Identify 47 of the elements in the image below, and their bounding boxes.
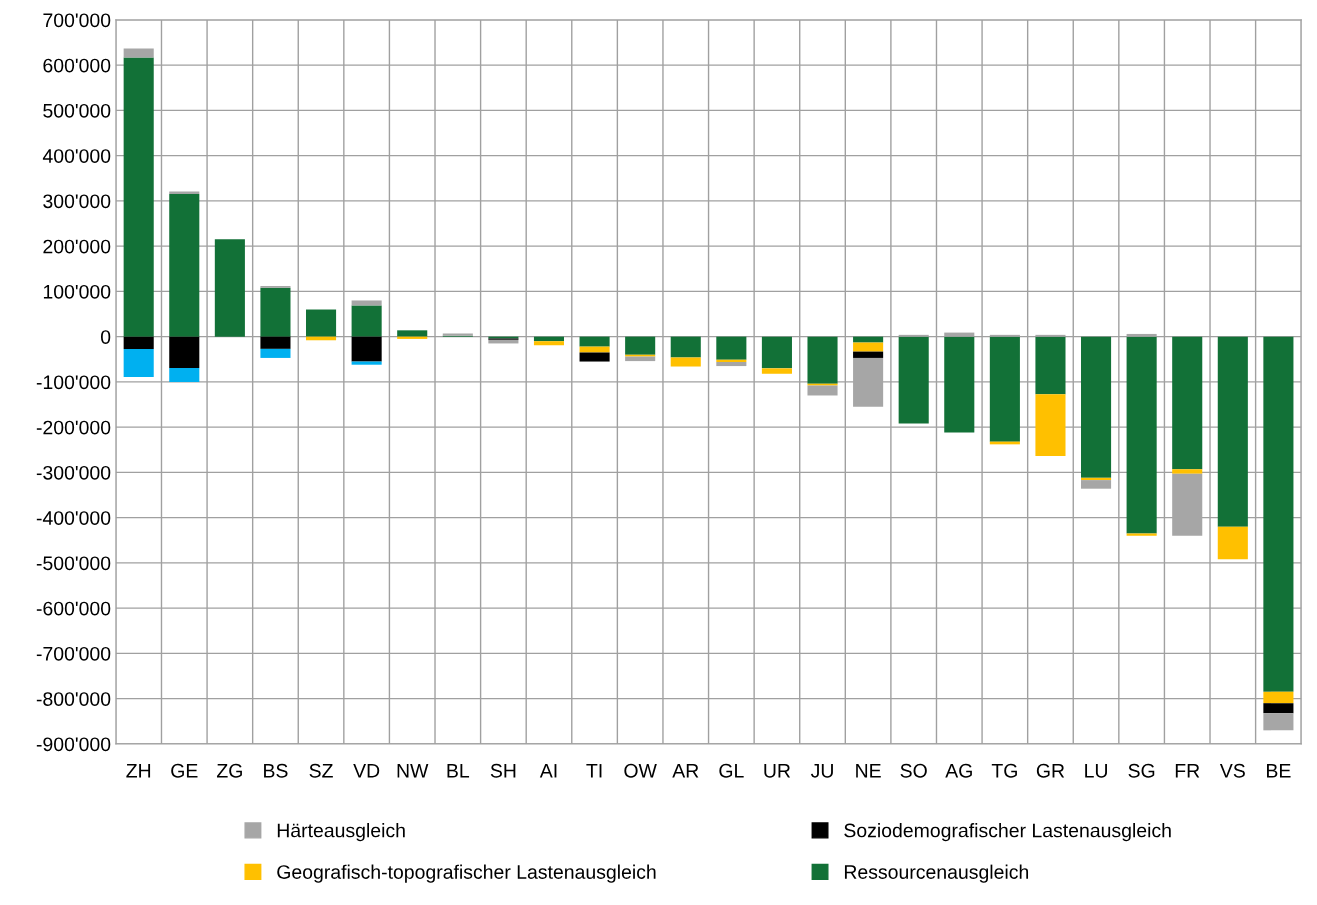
- x-tick-label: GL: [719, 763, 744, 778]
- y-tick-label: -300'000: [36, 465, 111, 480]
- y-tick-label: -800'000: [36, 692, 111, 706]
- y-tick-label: 600'000: [43, 58, 111, 73]
- x-tick-label: GE: [171, 763, 198, 778]
- x-tick-label: GR: [1036, 763, 1065, 778]
- y-tick-label: -900'000: [36, 737, 111, 752]
- x-tick-label: VD: [353, 764, 380, 778]
- x-tick-label: JU: [810, 764, 833, 778]
- x-tick-label: UR: [764, 764, 791, 778]
- x-tick-label: NW: [397, 764, 429, 778]
- y-tick-label: -500'000: [36, 556, 111, 571]
- y-tick-label: 700'000: [43, 13, 111, 28]
- y-tick-label: 300'000: [43, 194, 111, 209]
- x-tick-label: AG: [945, 763, 972, 778]
- y-tick-label: -200'000: [36, 420, 111, 435]
- y-tick-label: 200'000: [43, 239, 111, 254]
- y-tick-label: 0: [100, 330, 111, 344]
- legend-label: Soziodemografischer Lastenausgleich: [844, 823, 1171, 842]
- x-tick-label: OW: [624, 763, 657, 778]
- y-tick-label: -400'000: [36, 511, 111, 525]
- y-tick-label: 400'000: [42, 149, 111, 163]
- y-tick-label: -700'000: [36, 646, 111, 661]
- x-tick-label: AI: [539, 764, 557, 778]
- x-tick-label: BS: [264, 763, 288, 778]
- x-tick-label: VS: [1219, 763, 1245, 778]
- y-tick-label: 100'000: [43, 284, 111, 299]
- y-tick-label: -100'000: [36, 375, 111, 390]
- x-tick-label: BE: [1267, 764, 1291, 778]
- x-tick-label: TI: [586, 764, 602, 778]
- x-tick-label: NE: [856, 764, 881, 778]
- y-tick-label: -600'000: [36, 601, 111, 616]
- x-tick-label: AR: [672, 764, 699, 778]
- legend-label: Ressourcenausgleich: [844, 864, 1029, 883]
- x-tick-label: BL: [447, 764, 470, 778]
- x-tick-label: TG: [991, 763, 1017, 778]
- x-tick-label: SG: [1128, 763, 1155, 778]
- x-tick-label: SO: [900, 763, 927, 778]
- x-tick-label: ZG: [216, 763, 242, 778]
- x-tick-label: SZ: [309, 763, 333, 778]
- x-tick-label: FR: [1175, 764, 1200, 778]
- legend-label: Härteausgleich: [277, 823, 405, 842]
- legend-label: Geografisch-topografischer Lastenausgleich: [277, 864, 656, 883]
- y-tick-label: 500'000: [43, 103, 111, 118]
- x-tick-label: SH: [490, 763, 516, 778]
- x-tick-label: LU: [1085, 764, 1107, 778]
- x-tick-label: ZH: [126, 764, 151, 778]
